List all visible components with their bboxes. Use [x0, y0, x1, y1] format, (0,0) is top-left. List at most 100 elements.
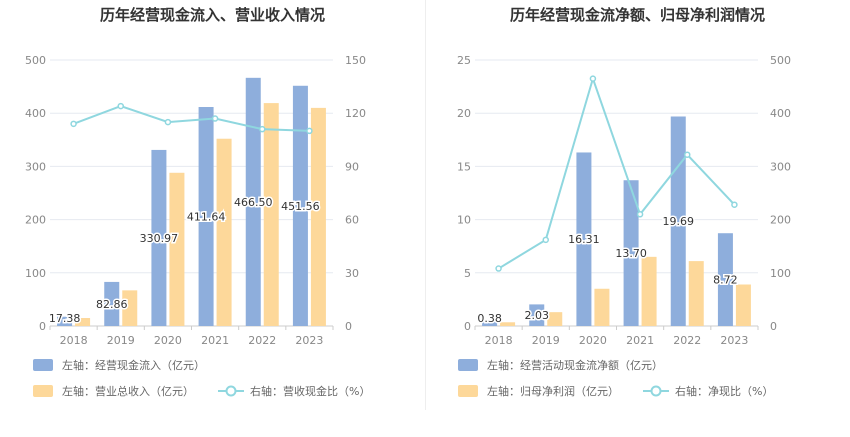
- chart-panel-left: 历年经营现金流入、营业收入情况 0 100 200 300 400 500 0 30 60 90 1…: [25, 6, 370, 398]
- right-data-label: 16.31: [568, 233, 600, 246]
- right-bar-secondary: [547, 312, 563, 326]
- left-y-left-tick: 300: [25, 160, 46, 173]
- right-y-left-tick: 10: [457, 214, 471, 227]
- left-legend-line: 右轴：营收现金比（%）: [250, 384, 370, 398]
- left-data-label: 411.64: [187, 211, 226, 224]
- left-y-right-tick: 120: [345, 107, 366, 120]
- left-y-left-tick: 100: [25, 267, 46, 280]
- left-bar-secondary: [169, 172, 185, 326]
- right-y-right-tick: 0: [770, 320, 777, 333]
- left-bar-primary: [292, 85, 308, 326]
- left-data-label: 451.56: [281, 200, 320, 213]
- right-bar-primary: [717, 233, 733, 326]
- left-legend-swatch-secondary: [33, 385, 53, 397]
- left-ratio-point: [164, 118, 172, 126]
- panel-divider: [425, 0, 426, 410]
- right-ratio-point: [636, 211, 644, 218]
- right-data-label: 19.69: [663, 215, 695, 228]
- right-bar-secondary: [688, 261, 704, 326]
- left-legend-swatch-primary: [33, 359, 53, 371]
- right-y-right-tick: 200: [770, 214, 791, 227]
- right-x-tick: 2020: [579, 334, 607, 347]
- chart-title-right: 历年经营现金流净额、归母净利润情况: [509, 6, 765, 24]
- right-ratio-point: [731, 201, 738, 208]
- left-x-tick: 2021: [201, 334, 229, 347]
- left-ratio-point: [117, 102, 124, 110]
- right-ratio-point: [589, 75, 597, 82]
- left-x-tick: 2020: [154, 334, 182, 347]
- right-y-left-tick: 5: [464, 267, 471, 280]
- left-y-right-tick: 30: [345, 267, 359, 280]
- left-bar-secondary: [75, 318, 91, 326]
- left-y-right-tick: 60: [345, 214, 359, 227]
- right-ratio-line: [498, 75, 736, 270]
- left-ratio-point: [259, 125, 266, 133]
- right-y-right-tick: 300: [770, 160, 791, 173]
- left-legend-swatch-marker: [225, 385, 237, 397]
- right-ratio-point: [684, 151, 691, 158]
- chart-panel-right: 历年经营现金流净额、归母净利润情况 0 5 10 15 20 25 0 100 200 300 40…: [425, 0, 850, 437]
- right-data-label: 8.72: [713, 274, 738, 287]
- right-data-label: 0.38: [477, 312, 502, 325]
- right-y-left-tick: 0: [464, 320, 471, 333]
- left-bar-primary: [245, 77, 261, 327]
- left-bar-secondary: [263, 103, 279, 326]
- right-legend-swatch-secondary: [458, 385, 478, 397]
- left-y-right-tick: 90: [345, 160, 359, 173]
- right-x-tick: 2022: [673, 334, 701, 347]
- left-bar-secondary: [216, 138, 232, 326]
- right-bar-primary: [670, 116, 686, 326]
- right-y-right-tick: 500: [770, 54, 791, 67]
- right-ratio-point: [495, 265, 502, 272]
- right-data-label: 13.70: [615, 247, 647, 260]
- left-ratio-point: [211, 115, 219, 122]
- right-legend-line: 右轴：净现比（%）: [675, 384, 773, 398]
- right-legend-secondary: 左轴：归母净利润（亿元）: [487, 384, 619, 398]
- right-x-tick: 2023: [720, 334, 748, 347]
- left-ratio-line: [73, 105, 310, 132]
- right-y-left-tick: 25: [457, 54, 471, 67]
- right-data-label: 2.03: [525, 309, 550, 322]
- left-bar-primary: [104, 281, 120, 326]
- right-bar-secondary: [735, 284, 751, 326]
- left-y-right-tick: 0: [345, 320, 352, 333]
- left-ratio-point: [70, 120, 77, 128]
- left-legend-primary: 左轴：经营现金流入（亿元）: [62, 358, 205, 372]
- left-y-right-tick: 150: [345, 54, 366, 67]
- left-bar-primary: [151, 149, 167, 326]
- left-bar-primary: [57, 316, 73, 326]
- right-bar-secondary: [500, 322, 516, 326]
- left-bar-secondary: [310, 107, 326, 326]
- left-x-tick: 2022: [248, 334, 276, 347]
- right-bar-primary: [482, 321, 498, 326]
- left-x-tick: 2019: [107, 334, 135, 347]
- left-x-tick: 2018: [60, 334, 88, 347]
- right-x-tick: 2018: [485, 334, 513, 347]
- right-legend-primary: 左轴：经营活动现金流净额（亿元）: [487, 358, 663, 372]
- right-y-left-tick: 20: [457, 107, 471, 120]
- left-data-label: 466.50: [234, 196, 273, 209]
- right-y-left-tick: 15: [457, 160, 471, 173]
- left-data-label: 82.86: [96, 298, 128, 311]
- left-data-label: 17.38: [49, 312, 81, 325]
- left-y-left-tick: 500: [25, 54, 46, 67]
- right-bar-secondary: [594, 288, 610, 326]
- right-bar-primary: [529, 304, 545, 326]
- right-x-tick: 2019: [532, 334, 560, 347]
- chart-svg-left: 0 100 200 300 400 500 0 30 60 90 120 150 2018 2019 202…: [25, 54, 370, 398]
- right-bar-primary: [623, 180, 639, 326]
- right-bar-primary: [576, 152, 592, 326]
- right-legend-swatch-marker: [650, 385, 662, 397]
- left-data-label: 330.97: [140, 232, 179, 245]
- left-y-left-tick: 200: [25, 214, 46, 227]
- left-bar-primary: [198, 107, 214, 326]
- left-legend-secondary: 左轴：营业总收入（亿元）: [62, 384, 194, 398]
- right-y-right-tick: 400: [770, 107, 791, 120]
- left-x-tick: 2023: [295, 334, 323, 347]
- right-x-tick: 2021: [626, 334, 654, 347]
- left-y-left-tick: 400: [25, 107, 46, 120]
- left-y-left-tick: 0: [39, 320, 46, 333]
- left-ratio-point: [306, 127, 313, 135]
- right-bar-secondary: [641, 256, 657, 326]
- chart-svg-right: 0 5 10 15 20 25 0 100 200 300 400 500 2018 2019 2020 20…: [457, 54, 791, 398]
